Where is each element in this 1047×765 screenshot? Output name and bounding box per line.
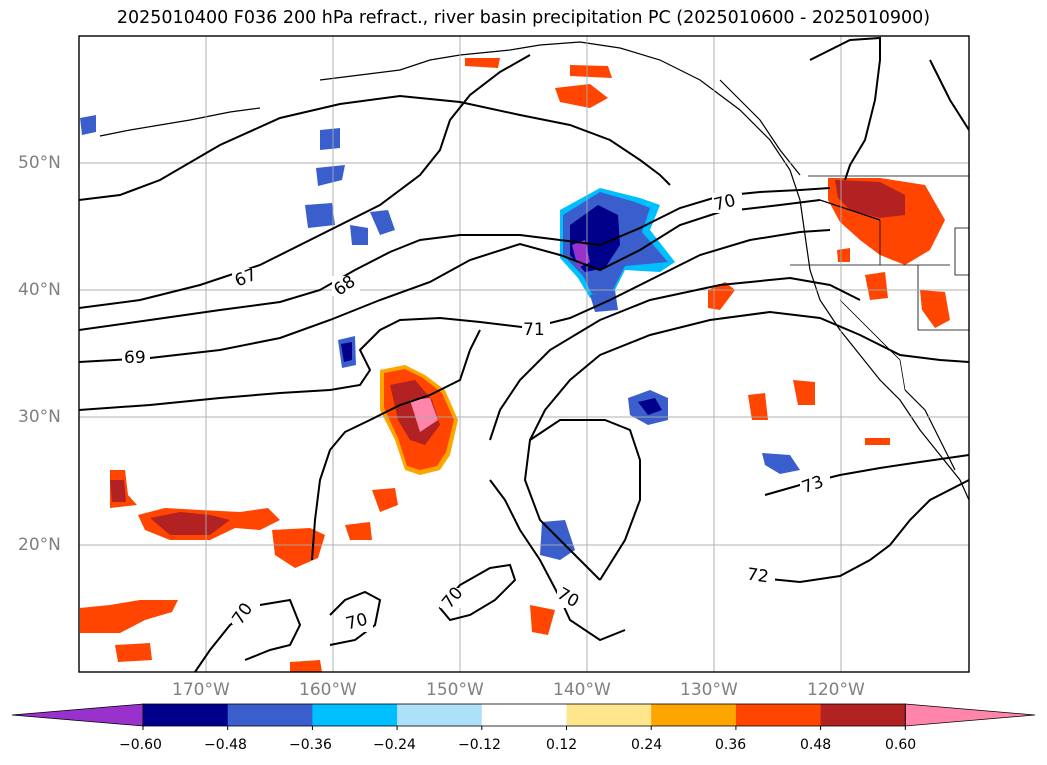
lon-label-140w: 140°W: [553, 680, 611, 700]
lon-label-130w: 130°W: [680, 680, 738, 700]
refractivity-contours: [79, 36, 969, 672]
lat-label-50n: 50°N: [18, 153, 61, 173]
colorbar-tick: 0.24: [631, 737, 663, 753]
coastlines: [99, 41, 969, 501]
colorbar-tick: 0.48: [800, 737, 832, 753]
lon-label-120w: 120°W: [807, 680, 865, 700]
colorbar-segment: [397, 704, 483, 726]
colorbar-frame: [142, 703, 906, 727]
colorbar-extend-high: [904, 703, 1036, 727]
colorbar-tick: 0.36: [715, 737, 747, 753]
colorbar-segment: [481, 704, 567, 726]
graticule: [79, 36, 969, 672]
colorbar-segment: [143, 704, 229, 726]
colorbar-tick: −0.36: [289, 737, 332, 753]
contour-label-71: 71: [523, 320, 545, 340]
state-borders: [790, 175, 969, 391]
colorbar-segment: [566, 704, 652, 726]
lat-label-40n: 40°N: [18, 280, 61, 300]
colorbar: [11, 703, 1036, 730]
negative-precip-areas: [80, 115, 800, 560]
colorbar-tick: −0.24: [373, 737, 416, 753]
colorbar-tick: −0.12: [458, 737, 501, 753]
colorbar-segment: [651, 704, 737, 726]
contour-label-69: 69: [124, 348, 146, 368]
colorbar-tick: −0.60: [119, 737, 162, 753]
positive-precip-areas: [80, 58, 950, 672]
colorbar-extend-low: [11, 703, 144, 727]
lon-label-160w: 160°W: [299, 680, 357, 700]
lat-label-20n: 20°N: [18, 535, 61, 555]
colorbar-tick: −0.48: [204, 737, 247, 753]
colorbar-segment: [227, 704, 313, 726]
colorbar-segment: [735, 704, 822, 726]
contour-label-bg: [122, 193, 830, 632]
lon-label-150w: 150°W: [426, 680, 484, 700]
lon-label-170w: 170°W: [172, 680, 230, 700]
map-title: 2025010400 F036 200 hPa refract., river …: [116, 8, 931, 28]
lat-label-30n: 30°N: [18, 407, 61, 427]
colorbar-segment: [312, 704, 398, 726]
colorbar-tick: 0.12: [546, 737, 578, 753]
colorbar-tick: 0.60: [885, 737, 917, 753]
contour-label-72: 72: [745, 564, 770, 588]
colorbar-segment: [820, 704, 906, 726]
map-frame: [78, 35, 970, 673]
